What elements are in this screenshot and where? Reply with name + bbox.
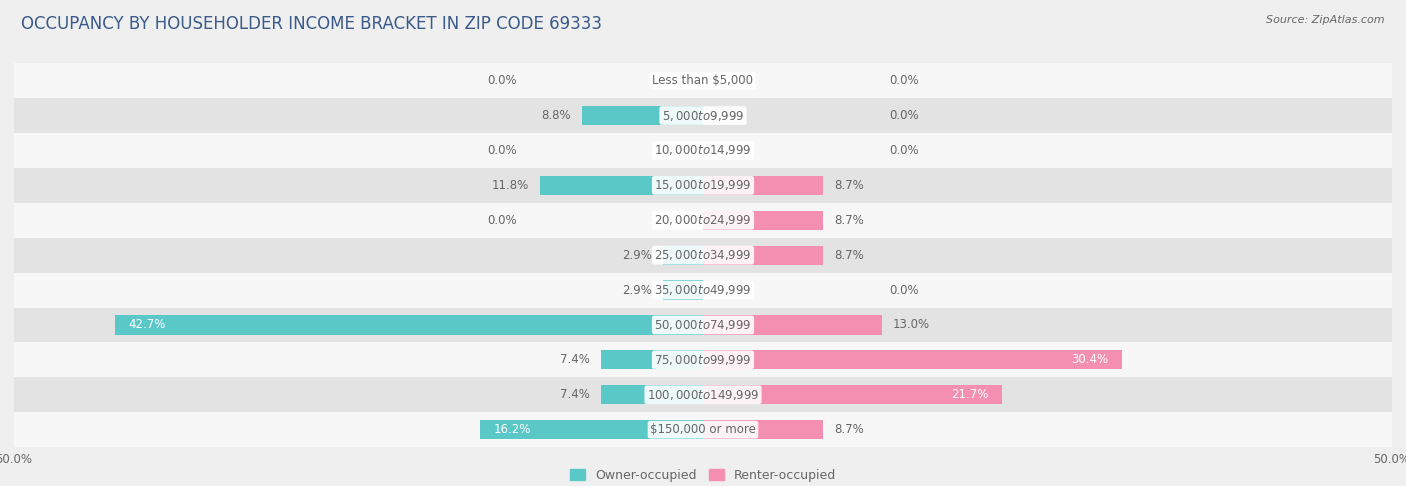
Bar [14,238,1392,273]
Text: 21.7%: 21.7% [950,388,988,401]
Text: 30.4%: 30.4% [1071,353,1108,366]
Text: 2.9%: 2.9% [621,249,652,261]
Text: $20,000 to $24,999: $20,000 to $24,999 [654,213,752,227]
Text: $100,000 to $149,999: $100,000 to $149,999 [647,388,759,402]
Bar [14,308,1392,343]
Text: 42.7%: 42.7% [128,318,166,331]
Text: 2.9%: 2.9% [621,283,652,296]
Bar [600,385,703,404]
Text: Source: ZipAtlas.com: Source: ZipAtlas.com [1267,15,1385,25]
Bar [540,176,703,195]
Bar [703,350,1122,369]
Text: 8.8%: 8.8% [541,109,571,122]
Text: $25,000 to $34,999: $25,000 to $34,999 [654,248,752,262]
Text: 0.0%: 0.0% [488,144,517,157]
Text: 8.7%: 8.7% [834,249,863,261]
Text: 0.0%: 0.0% [889,144,918,157]
Bar [14,343,1392,377]
Bar [664,245,703,265]
Bar [703,420,823,439]
Text: 0.0%: 0.0% [889,283,918,296]
Bar [479,420,703,439]
Bar [703,176,823,195]
Bar [14,168,1392,203]
Bar [664,280,703,300]
Text: $150,000 or more: $150,000 or more [650,423,756,436]
Text: 8.7%: 8.7% [834,214,863,227]
Bar [582,106,703,125]
Text: OCCUPANCY BY HOUSEHOLDER INCOME BRACKET IN ZIP CODE 69333: OCCUPANCY BY HOUSEHOLDER INCOME BRACKET … [21,15,602,33]
Bar [14,377,1392,412]
Bar [703,315,882,334]
Bar [14,412,1392,447]
Legend: Owner-occupied, Renter-occupied: Owner-occupied, Renter-occupied [565,464,841,486]
Text: 0.0%: 0.0% [889,74,918,87]
Text: $15,000 to $19,999: $15,000 to $19,999 [654,178,752,192]
Text: 7.4%: 7.4% [560,388,591,401]
Text: 0.0%: 0.0% [488,214,517,227]
Bar [703,245,823,265]
Text: $50,000 to $74,999: $50,000 to $74,999 [654,318,752,332]
Bar [703,210,823,230]
Text: 0.0%: 0.0% [488,74,517,87]
Bar [14,273,1392,308]
Text: 8.7%: 8.7% [834,179,863,192]
Text: $5,000 to $9,999: $5,000 to $9,999 [662,108,744,122]
Text: Less than $5,000: Less than $5,000 [652,74,754,87]
Text: $10,000 to $14,999: $10,000 to $14,999 [654,143,752,157]
Bar [14,63,1392,98]
Text: 7.4%: 7.4% [560,353,591,366]
Bar [14,203,1392,238]
Text: 11.8%: 11.8% [492,179,530,192]
Bar [703,385,1002,404]
Bar [14,98,1392,133]
Bar [115,315,703,334]
Text: 13.0%: 13.0% [893,318,931,331]
Text: $35,000 to $49,999: $35,000 to $49,999 [654,283,752,297]
Text: 16.2%: 16.2% [494,423,531,436]
Bar [14,133,1392,168]
Text: 8.7%: 8.7% [834,423,863,436]
Bar [600,350,703,369]
Text: $75,000 to $99,999: $75,000 to $99,999 [654,353,752,367]
Text: 0.0%: 0.0% [889,109,918,122]
